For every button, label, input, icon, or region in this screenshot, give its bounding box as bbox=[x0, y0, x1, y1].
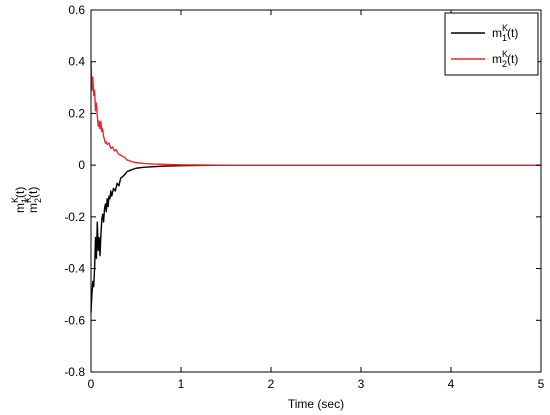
y-axis-label-line: mK1(t) bbox=[10, 187, 30, 213]
ticks-layer: 0 1 2 3 4 5 -0.8 -0.6 -0.4 -0.2 0 0.2 0.4 0.6 bbox=[64, 3, 544, 391]
y-axis-label: mK1(t)mK2(t) bbox=[10, 187, 43, 213]
legend-box bbox=[444, 12, 539, 76]
x-tick-label: 4 bbox=[448, 377, 455, 391]
x-tick-label: 5 bbox=[538, 377, 545, 391]
y-tick-label: -0.6 bbox=[64, 313, 85, 327]
y-tick-label: 0.2 bbox=[68, 106, 85, 120]
series-layer bbox=[90, 61, 541, 313]
x-axis-label: Time (sec) bbox=[288, 397, 344, 411]
y-axis-label-text: mK1(t) bbox=[10, 187, 30, 213]
x-tick-label: 1 bbox=[178, 377, 185, 391]
y-axis-label-line: mK2(t) bbox=[23, 187, 43, 213]
legend-entry-label: mK 2(t) bbox=[492, 49, 518, 69]
x-tick-label: 0 bbox=[88, 377, 95, 391]
y-tick-label: 0 bbox=[78, 158, 85, 172]
y-tick-label: -0.8 bbox=[64, 365, 85, 379]
y-axis-label-text: mK2(t) bbox=[23, 187, 43, 213]
y-tick-label: 0.4 bbox=[68, 55, 85, 69]
y-tick-label: 0.6 bbox=[68, 3, 85, 17]
plot-frame bbox=[90, 9, 542, 373]
legend-entry-label: mK 1(t) bbox=[492, 23, 518, 43]
legend: mK 1(t) mK 2(t) bbox=[444, 12, 539, 76]
y-tick-label: -0.4 bbox=[64, 262, 85, 276]
x-tick-label: 3 bbox=[358, 377, 365, 391]
series-line-2 bbox=[90, 61, 541, 166]
y-tick-label: -0.2 bbox=[64, 210, 85, 224]
x-tick-label: 2 bbox=[268, 377, 275, 391]
